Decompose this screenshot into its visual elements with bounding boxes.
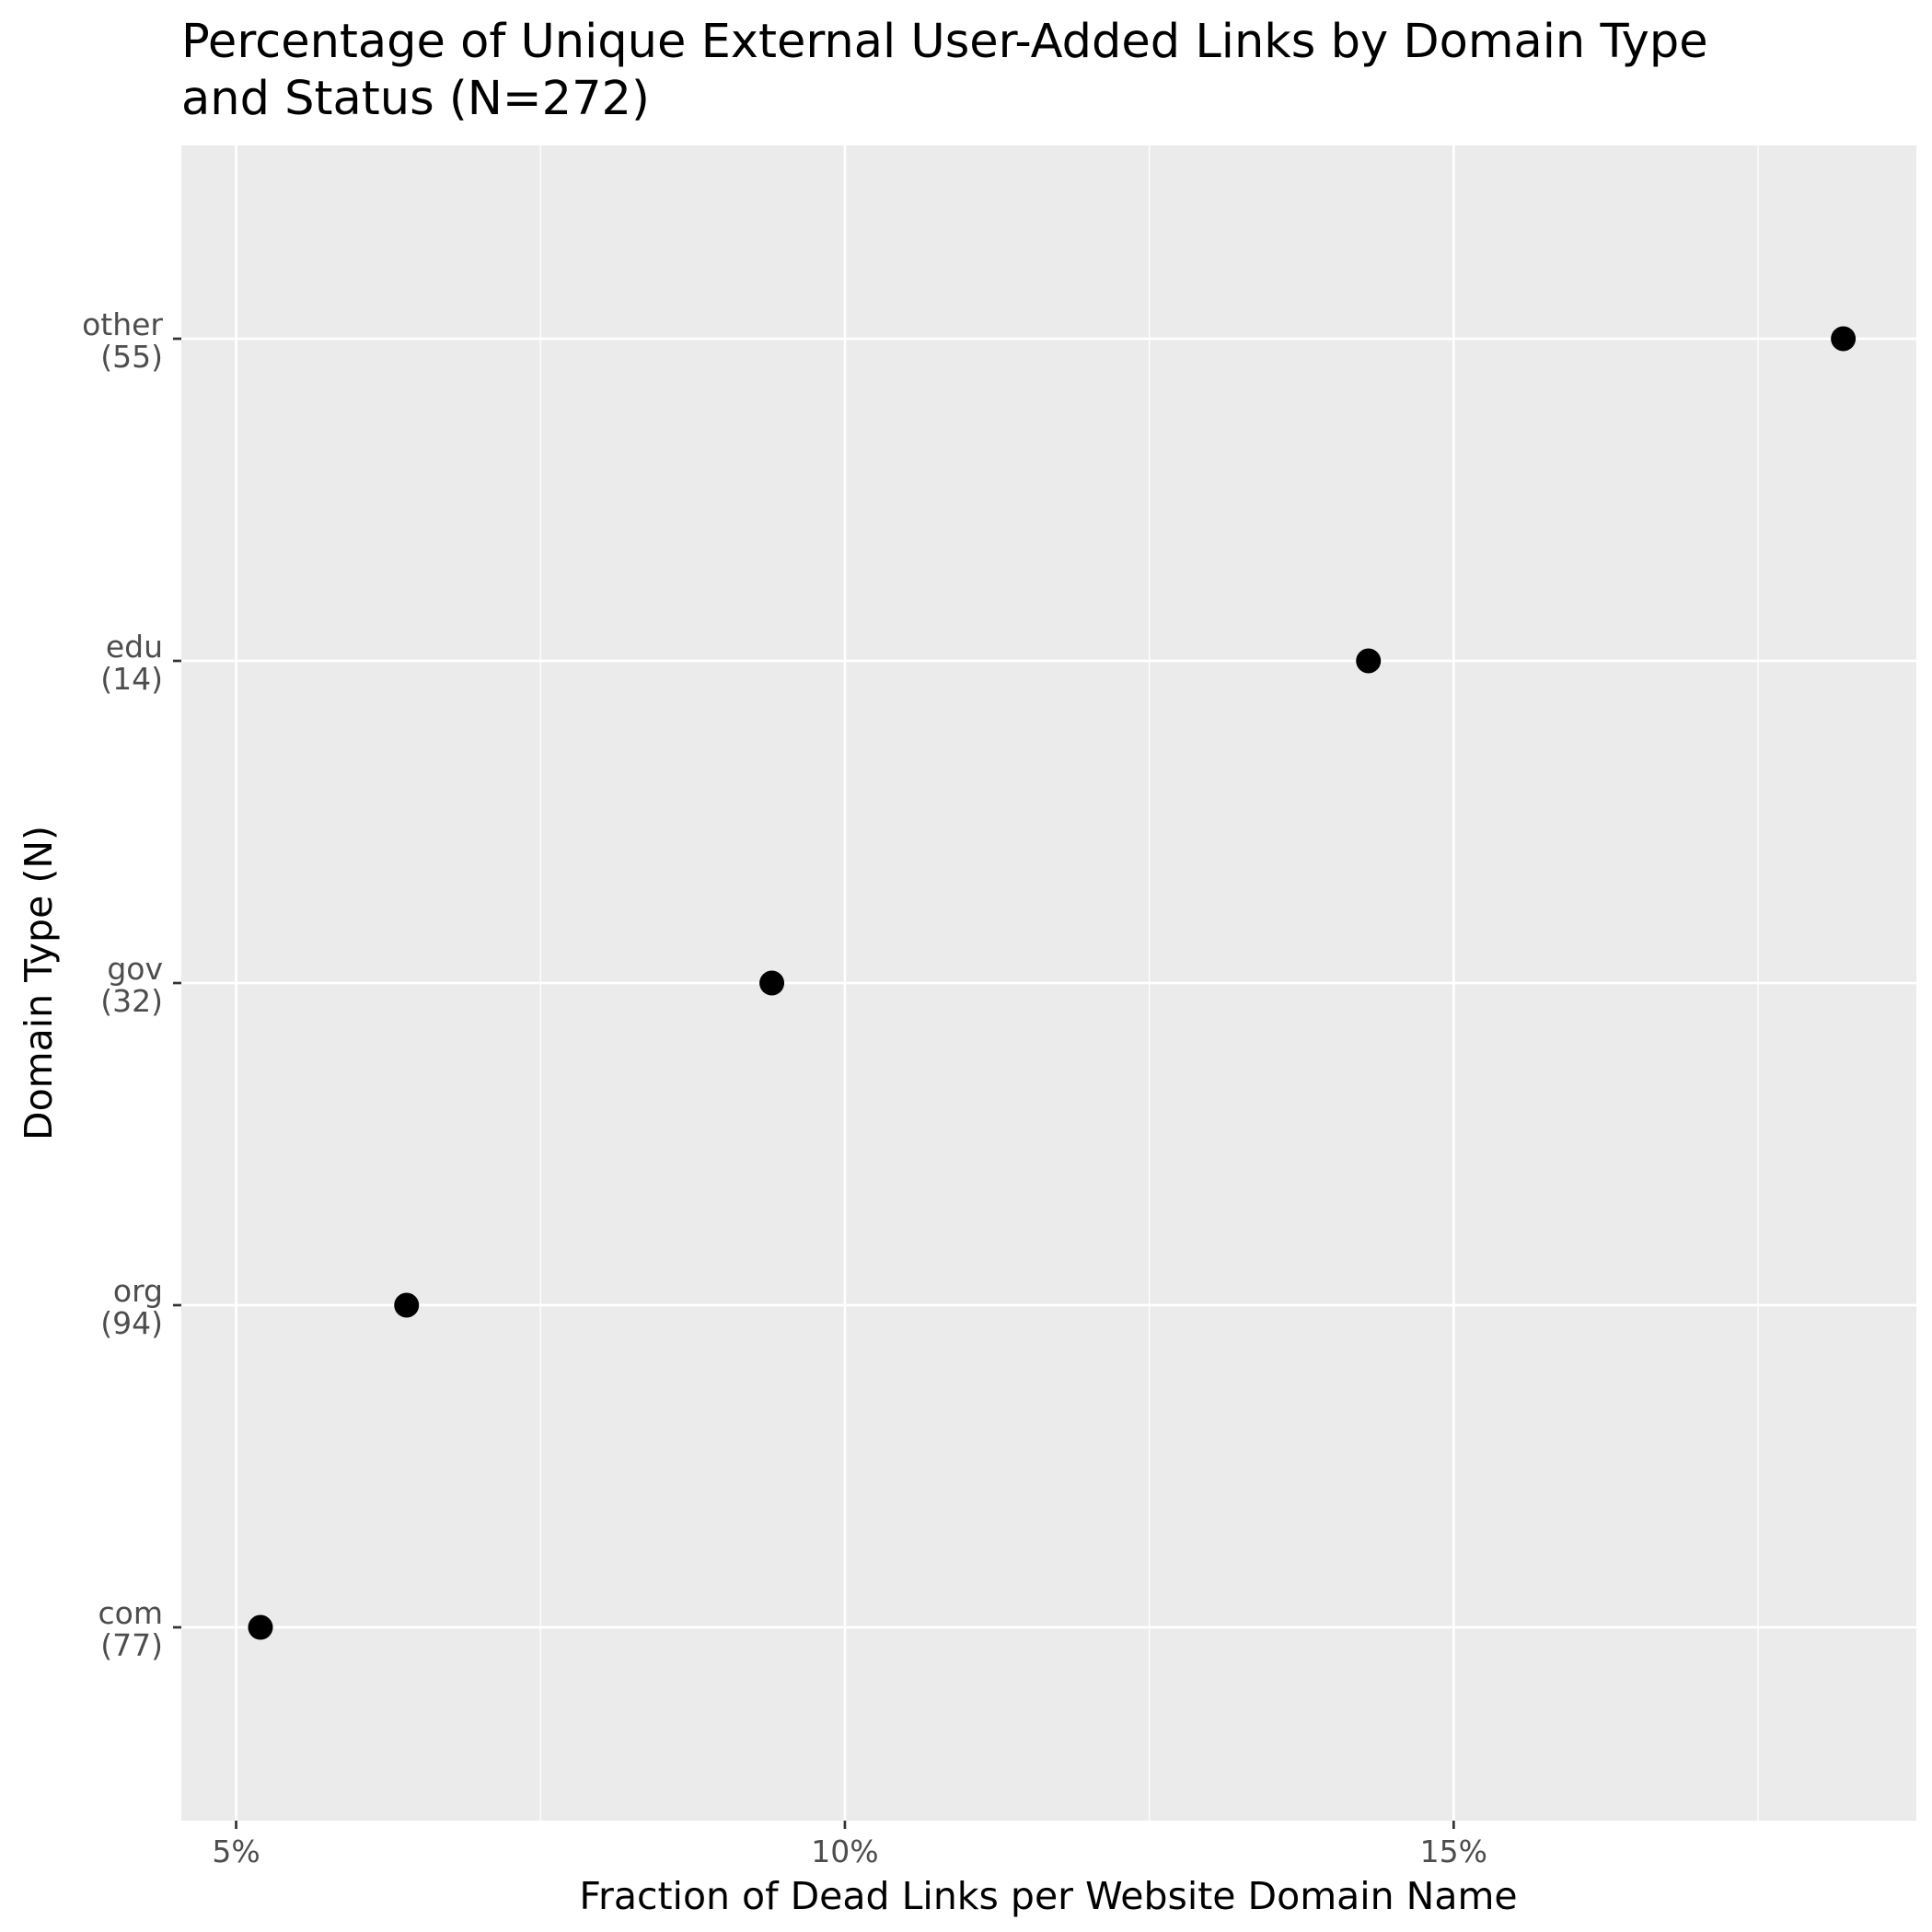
chart-title: Percentage of Unique External User-Added… [181,15,1723,126]
y-tick-label: gov (32) [100,951,163,1019]
y-tick-label-count: (55) [100,339,163,375]
data-point-other [1831,326,1857,352]
y-axis: com (77) org (94) gov (32) edu (14) other (55) [82,307,181,1663]
y-axis-title: Domain Type (N) [17,826,61,1140]
y-tick-label-name: edu [106,629,163,665]
y-tick-label-count: (94) [100,1305,163,1341]
y-tick-label-name: com [98,1595,163,1631]
data-point-org [394,1292,420,1318]
y-tick-label-name: org [113,1273,163,1309]
y-tick-label: other (55) [82,307,163,375]
y-tick-label-count: (77) [100,1627,163,1663]
y-tick-label-count: (14) [100,661,163,697]
y-tick-label: edu (14) [100,629,163,697]
data-point-com [248,1614,273,1640]
chart-title-line-1: Percentage of Unique External User-Added… [181,15,1708,69]
y-tick-label: org (94) [100,1273,163,1341]
x-tick-label: 15% [1420,1834,1487,1869]
chart-title-line-2: and Status (N=272) [181,72,650,126]
y-tick-label: com (77) [98,1595,163,1663]
y-tick-label-name: gov [107,951,163,987]
data-points [248,326,1857,1640]
y-tick-label-count: (32) [100,983,163,1019]
x-tick-label: 5% [212,1834,260,1869]
y-tick-label-name: other [82,307,163,342]
major-gridlines [181,145,1916,1821]
x-axis: 5% 10% 15% [212,1821,1487,1869]
data-point-gov [759,970,785,996]
x-axis-title: Fraction of Dead Links per Website Domai… [579,1874,1517,1918]
data-point-edu [1356,648,1382,674]
x-tick-label: 10% [811,1834,878,1869]
